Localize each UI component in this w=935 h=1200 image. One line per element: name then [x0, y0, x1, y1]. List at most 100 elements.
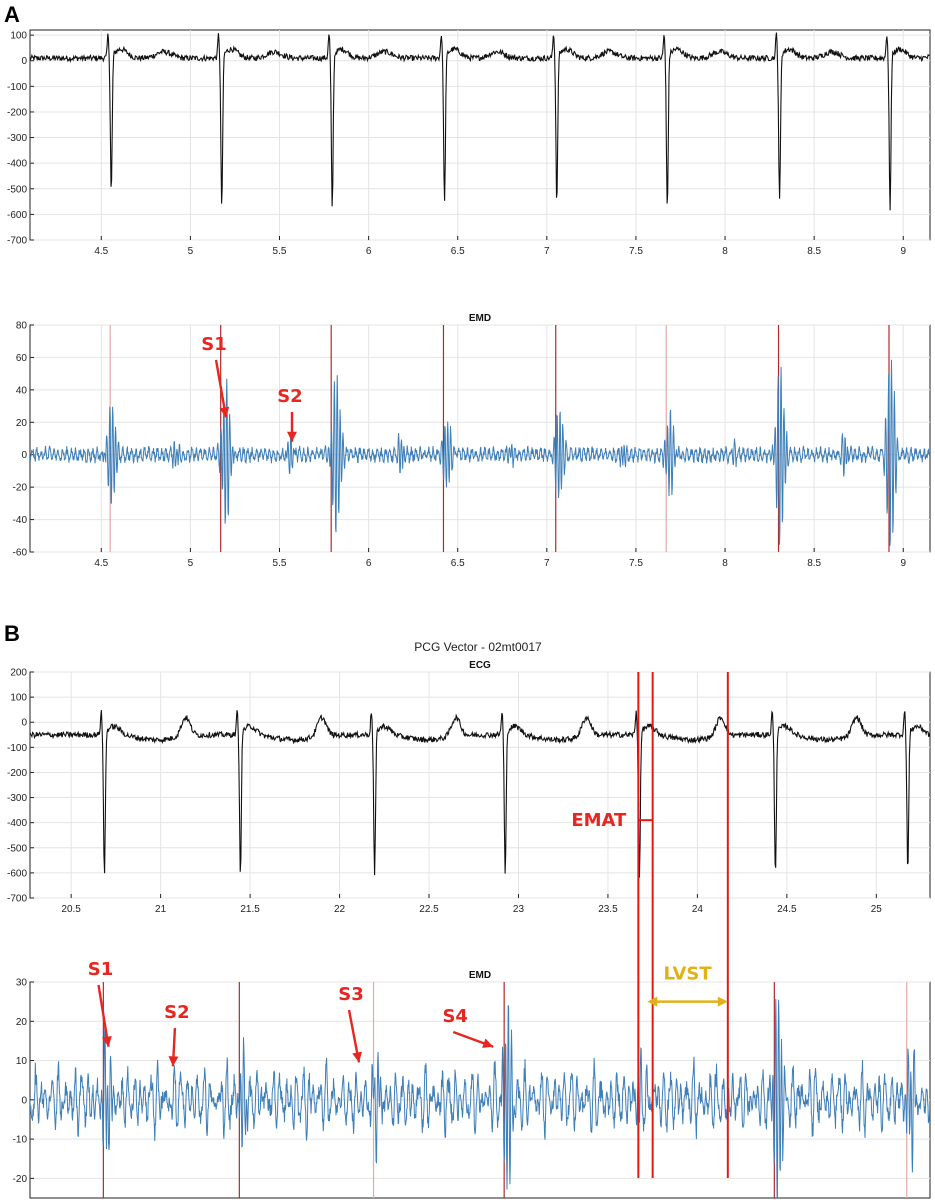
x-tick-label: 4.5 — [94, 558, 108, 569]
x-tick-label: 6 — [366, 558, 372, 569]
y-tick-label: 40 — [16, 385, 28, 396]
y-tick-label: 0 — [21, 1095, 27, 1106]
y-tick-label: 0 — [21, 56, 27, 67]
y-tick-label: -400 — [7, 818, 27, 829]
chart-b-ecg: 20.5 21 21.5 22 22.5 23 23.5 24 24.5 25 200 100 0 -10… — [7, 660, 931, 915]
x-tick-label: 22 — [334, 904, 346, 915]
chart-title: ECG — [469, 660, 491, 671]
y-tick-label: -200 — [7, 107, 27, 118]
x-tick-label: 20.5 — [61, 904, 81, 915]
chart-a-ecg: 4.5 5 5.5 6 6.5 7 7.5 8 8.5 9 100 0 -100 -200 -300 -400… — [7, 29, 931, 257]
panel-letter-b: B — [4, 621, 20, 646]
chart-b-emd: 30 20 10 0 -10 -20 EMD — [13, 970, 931, 1199]
grid — [30, 30, 930, 241]
x-tick-label: 21 — [155, 904, 167, 915]
y-tick-label: 80 — [16, 321, 28, 332]
label-s3-b: S3 — [338, 984, 364, 1005]
arrow-s1-b — [97, 984, 110, 1047]
y-tick-label: -500 — [7, 843, 27, 854]
y-tick-label: 60 — [16, 353, 28, 364]
x-tick-label: 6 — [366, 246, 372, 257]
arrow-s1-b-head — [101, 1036, 112, 1047]
y-tick-label: 30 — [16, 978, 28, 989]
x-tick-label: 5 — [188, 246, 194, 257]
x-tick-label: 6.5 — [451, 246, 465, 257]
arrow-s4-b-head — [482, 1038, 494, 1048]
plot-frame — [29, 671, 931, 899]
x-tick-label: 8 — [722, 246, 728, 257]
y-tick-label: 20 — [16, 418, 28, 429]
x-tick-label: 4.5 — [94, 246, 108, 257]
x-tick-label: 5.5 — [273, 246, 287, 257]
x-tick-label: 23.5 — [598, 904, 618, 915]
label-lvst: LVST — [663, 964, 712, 985]
x-tick-label: 22.5 — [419, 904, 439, 915]
plot-frame — [29, 324, 931, 553]
x-tick-label: 8.5 — [807, 246, 821, 257]
label-s4-b: S4 — [442, 1006, 468, 1027]
emd-trace — [30, 359, 930, 547]
x-tick-label: 5.5 — [273, 558, 287, 569]
y-tick-label: -200 — [7, 768, 27, 779]
x-tick-label: 9 — [900, 246, 906, 257]
plot-frame — [29, 29, 931, 241]
x-tick-label: 8.5 — [807, 558, 821, 569]
annotation-overlay: S1 S2 EMAT LVST S1 S2 S3 S4 — [88, 334, 729, 1178]
x-tick-label: 9 — [900, 558, 906, 569]
y-tick-label: -600 — [7, 210, 27, 221]
y-tick-label: 100 — [10, 31, 27, 42]
y-tick-label: 100 — [10, 693, 27, 704]
arrow-s3-b-head — [352, 1051, 363, 1063]
y-tick-label: 0 — [21, 450, 27, 461]
y-tick-label: -20 — [13, 483, 28, 494]
label-emat: EMAT — [571, 810, 627, 831]
y-tick-label: -400 — [7, 159, 27, 170]
emd-trace — [30, 998, 930, 1198]
y-tick-label: -300 — [7, 133, 27, 144]
panel-letter-a: A — [4, 2, 20, 27]
y-tick-label: -100 — [7, 743, 27, 754]
panel-b-title: PCG Vector - 02mt0017 — [414, 640, 542, 654]
x-tick-label: 7 — [544, 246, 550, 257]
label-s2-a: S2 — [277, 386, 303, 407]
y-tick-label: 200 — [10, 668, 27, 679]
x-tick-label: 7.5 — [629, 558, 643, 569]
label-s1-a: S1 — [201, 334, 227, 355]
arrow-s2-b-head — [168, 1056, 179, 1067]
y-tick-label: -60 — [13, 548, 28, 559]
x-tick-label: 8 — [722, 558, 728, 569]
y-tick-label: 20 — [16, 1017, 28, 1028]
chart-a-emd: 4.5 5 5.5 6 6.5 7 7.5 8 8.5 9 80 60 40 20 0 -20 -40 -60 EM… — [13, 313, 931, 569]
y-tick-label: -10 — [13, 1135, 28, 1146]
grid — [30, 981, 930, 1179]
arrow-s2-a-head — [286, 431, 297, 442]
label-s2-b: S2 — [164, 1002, 190, 1023]
y-tick-label: -20 — [13, 1174, 28, 1185]
y-tick-label: -700 — [7, 236, 27, 247]
label-s1-b: S1 — [88, 959, 114, 980]
x-tick-label: 5 — [188, 558, 194, 569]
x-tick-label: 21.5 — [240, 904, 260, 915]
lvst-arrow-head-right — [717, 996, 728, 1007]
y-tick-label: -300 — [7, 793, 27, 804]
ecg-trace — [30, 710, 930, 878]
x-tick-label: 24.5 — [777, 904, 797, 915]
chart-title: EMD — [469, 970, 491, 981]
x-tick-label: 6.5 — [451, 558, 465, 569]
grid — [30, 671, 930, 899]
x-tick-label: 25 — [871, 904, 883, 915]
y-tick-label: 10 — [16, 1056, 28, 1067]
ecg-trace — [30, 32, 930, 211]
y-tick-label: -500 — [7, 184, 27, 195]
arrow-s1-a-head — [219, 406, 230, 418]
y-tick-label: -40 — [13, 515, 28, 526]
y-tick-label: 0 — [21, 718, 27, 729]
y-tick-label: -100 — [7, 82, 27, 93]
chart-title: EMD — [469, 313, 491, 324]
y-tick-label: -700 — [7, 894, 27, 905]
lvst-arrow-head-left — [647, 996, 658, 1007]
x-tick-label: 24 — [692, 904, 704, 915]
x-tick-label: 23 — [513, 904, 525, 915]
y-tick-label: -600 — [7, 868, 27, 879]
